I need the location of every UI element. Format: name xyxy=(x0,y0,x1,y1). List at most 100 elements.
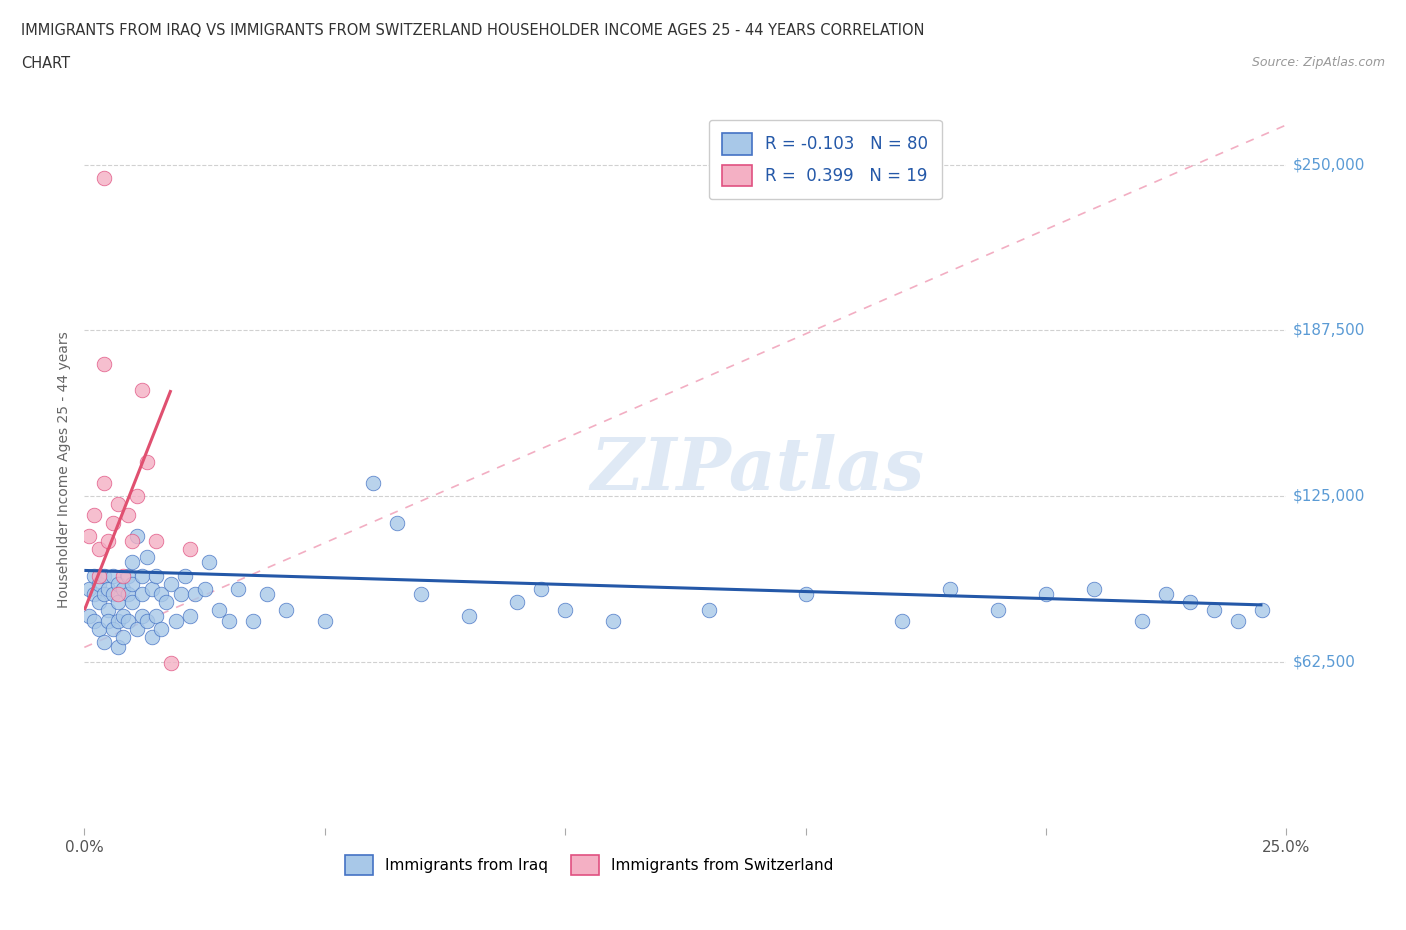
Point xyxy=(111,608,134,623)
Point xyxy=(93,356,115,371)
Point xyxy=(107,497,129,512)
Point xyxy=(111,630,134,644)
Point xyxy=(794,587,817,602)
Point xyxy=(117,507,139,522)
Point xyxy=(150,621,173,636)
Point xyxy=(77,608,100,623)
Point xyxy=(226,581,249,596)
Text: ZIPatlas: ZIPatlas xyxy=(591,434,925,505)
Point xyxy=(103,515,125,530)
Point xyxy=(107,595,129,610)
Point xyxy=(117,568,139,583)
Point xyxy=(242,614,264,629)
Point xyxy=(1204,603,1226,618)
Point xyxy=(77,528,100,543)
Point xyxy=(1180,595,1202,610)
Point xyxy=(314,614,336,629)
Point xyxy=(93,475,115,490)
Text: IMMIGRANTS FROM IRAQ VS IMMIGRANTS FROM SWITZERLAND HOUSEHOLDER INCOME AGES 25 -: IMMIGRANTS FROM IRAQ VS IMMIGRANTS FROM … xyxy=(21,23,925,38)
Point xyxy=(121,595,143,610)
Point xyxy=(987,603,1010,618)
Point xyxy=(409,587,432,602)
Point xyxy=(160,656,183,671)
Text: CHART: CHART xyxy=(21,56,70,71)
Point xyxy=(1251,603,1274,618)
Point xyxy=(131,608,153,623)
Point xyxy=(165,614,187,629)
Point xyxy=(1083,581,1105,596)
Point xyxy=(699,603,721,618)
Point xyxy=(141,630,163,644)
Point xyxy=(83,507,105,522)
Point xyxy=(179,608,201,623)
Point xyxy=(1130,614,1153,629)
Point xyxy=(87,542,110,557)
Point xyxy=(117,614,139,629)
Point xyxy=(107,587,129,602)
Point xyxy=(87,595,110,610)
Point xyxy=(93,634,115,649)
Point xyxy=(103,568,125,583)
Point xyxy=(1156,587,1178,602)
Point xyxy=(97,581,120,596)
Point xyxy=(111,568,134,583)
Point xyxy=(93,587,115,602)
Point xyxy=(458,608,481,623)
Point xyxy=(103,587,125,602)
Text: $250,000: $250,000 xyxy=(1292,157,1365,172)
Point xyxy=(194,581,217,596)
Point xyxy=(83,614,105,629)
Point xyxy=(87,577,110,591)
Point xyxy=(256,587,278,602)
Point xyxy=(131,587,153,602)
Point xyxy=(554,603,576,618)
Point xyxy=(127,489,149,504)
Point xyxy=(107,577,129,591)
Legend: Immigrants from Iraq, Immigrants from Switzerland: Immigrants from Iraq, Immigrants from Sw… xyxy=(339,849,839,881)
Text: $62,500: $62,500 xyxy=(1292,655,1355,670)
Point xyxy=(121,555,143,570)
Point xyxy=(121,577,143,591)
Point xyxy=(155,595,177,610)
Point xyxy=(83,587,105,602)
Point xyxy=(150,587,173,602)
Point xyxy=(218,614,240,629)
Point xyxy=(145,608,167,623)
Point xyxy=(198,555,221,570)
Point xyxy=(135,614,157,629)
Point xyxy=(169,587,191,602)
Point xyxy=(77,581,100,596)
Point xyxy=(135,550,157,565)
Point xyxy=(145,534,167,549)
Y-axis label: Householder Income Ages 25 - 44 years: Householder Income Ages 25 - 44 years xyxy=(58,331,72,608)
Point xyxy=(184,587,207,602)
Point xyxy=(135,454,157,469)
Point xyxy=(208,603,231,618)
Point xyxy=(87,621,110,636)
Text: $187,500: $187,500 xyxy=(1292,323,1365,338)
Point xyxy=(97,534,120,549)
Point xyxy=(939,581,962,596)
Point xyxy=(141,581,163,596)
Text: Source: ZipAtlas.com: Source: ZipAtlas.com xyxy=(1251,56,1385,69)
Point xyxy=(93,170,115,185)
Point xyxy=(127,528,149,543)
Point xyxy=(107,614,129,629)
Point xyxy=(131,382,153,397)
Point xyxy=(131,568,153,583)
Point xyxy=(93,568,115,583)
Point xyxy=(121,534,143,549)
Point xyxy=(174,568,197,583)
Text: $125,000: $125,000 xyxy=(1292,488,1365,504)
Point xyxy=(145,568,167,583)
Point xyxy=(111,581,134,596)
Point xyxy=(1227,614,1250,629)
Point xyxy=(530,581,553,596)
Point xyxy=(87,568,110,583)
Point xyxy=(83,568,105,583)
Point xyxy=(1035,587,1057,602)
Point xyxy=(602,614,624,629)
Point xyxy=(107,640,129,655)
Point xyxy=(361,475,384,490)
Point xyxy=(127,621,149,636)
